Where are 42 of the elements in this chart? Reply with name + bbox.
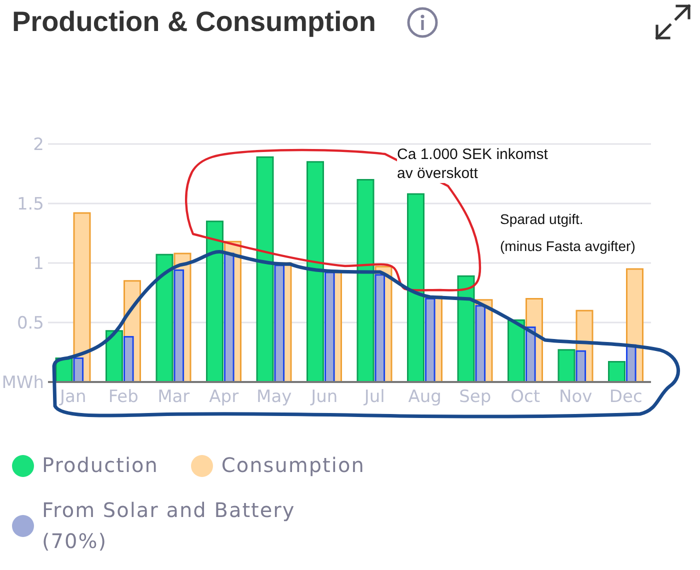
x-tick-label: Jan [59,387,86,408]
annotation: Sparad utgift. [500,210,584,229]
legend-label: From Solar and Battery (70%) [42,497,296,555]
y-tick-label: 2 [33,135,44,156]
y-tick-label: 1.5 [16,194,44,215]
bar [526,326,536,382]
bar [558,349,576,382]
bar [576,350,586,382]
bar [106,330,123,382]
x-tick-label: Aug [408,387,442,408]
x-tick-label: Jun [310,387,338,408]
annotation: (minus Fasta avgifter) [500,237,636,256]
x-tick-label: Apr [209,387,239,408]
legend-label: Consumption [221,452,365,479]
bar [206,220,224,382]
y-tick-label: 1 [33,254,44,274]
chart-title: Production & Consumption [12,5,376,39]
bar [457,275,475,382]
x-tick-label: Dec [609,387,642,408]
bar [608,361,626,382]
annotation: Ca 1.000 SEK inkomst av överskott [397,145,562,183]
bar [306,161,324,382]
x-tick-label: Jul [363,387,385,408]
bar [407,193,424,382]
x-tick-label: Mar [158,387,190,408]
x-tick-label: Nov [559,387,592,408]
bar [256,156,274,382]
x-tick-label: Sep [459,387,492,408]
bar [174,269,184,382]
x-tick-label: Oct [510,387,540,408]
legend-label: Production [42,452,158,479]
bar [356,178,374,382]
bar [156,254,174,382]
y-tick-label: 0.5 [16,314,44,334]
bar [224,252,234,382]
bar [626,344,636,382]
x-tick-label: May [256,387,292,408]
bar [508,319,525,382]
bar [124,336,134,382]
bar [73,357,84,382]
y-tick-label: MWh [2,373,44,394]
x-tick-label: Feb [108,387,138,408]
